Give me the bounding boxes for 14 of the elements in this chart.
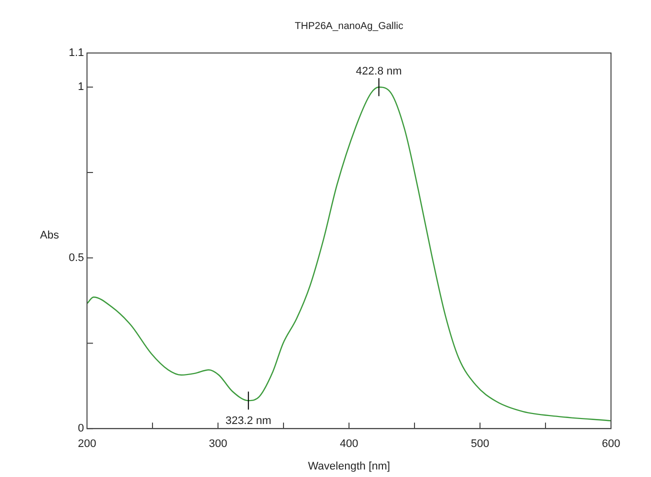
y-axis-title: Abs [40, 229, 60, 242]
chart-title: THP26A_nanoAg_Gallic [294, 20, 404, 32]
annotation: 422.8 nm [356, 66, 402, 78]
x-tick-label: 400 [340, 438, 358, 450]
y-tick-label: 0 [78, 422, 84, 435]
x-axis-title: Wavelength [nm] [308, 460, 390, 472]
y-tick-label: 0.5 [68, 252, 84, 264]
x-tick-label: 500 [470, 438, 490, 450]
x-tick-label: 200 [78, 438, 96, 450]
x-tick-label: 600 [602, 438, 620, 450]
y-tick-label: 1.1 [68, 47, 84, 60]
y-tick-label: 1 [78, 81, 84, 94]
annotation: 323.2 nm [225, 415, 272, 428]
x-tick-label: 300 [208, 438, 228, 450]
